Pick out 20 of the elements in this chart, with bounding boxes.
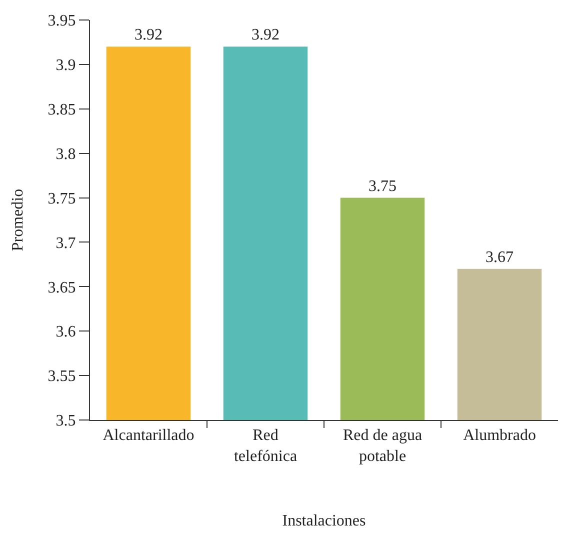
y-tick-label: 3.65 [48,279,76,296]
data-label: 3.92 [134,26,162,44]
y-tick-label: 3.95 [48,12,76,30]
y-tick-label: 3.9 [56,57,76,74]
data-label: 3.67 [486,248,514,266]
y-axis-title: Promedio [10,188,27,252]
y-tick-label: 3.5 [56,412,76,430]
x-tick-label: Alumbrado [463,427,536,444]
x-axis-title: Instalaciones [282,512,366,530]
y-tick-label: 3.8 [56,146,76,163]
x-tick-label: Alcantarillado [102,427,194,444]
y-tick-label: 3.85 [48,101,76,118]
x-tick-label: Red de agua potable [342,427,422,465]
y-tick-label: 3.6 [56,324,76,341]
y-tick-label: 3.55 [48,368,76,386]
data-label: 3.92 [252,26,280,44]
data-label: 3.75 [368,178,396,195]
y-tick-label: 3.75 [48,190,76,208]
x-tick-label: Red telefónica [234,427,298,465]
y-tick-label: 3.7 [56,234,76,252]
